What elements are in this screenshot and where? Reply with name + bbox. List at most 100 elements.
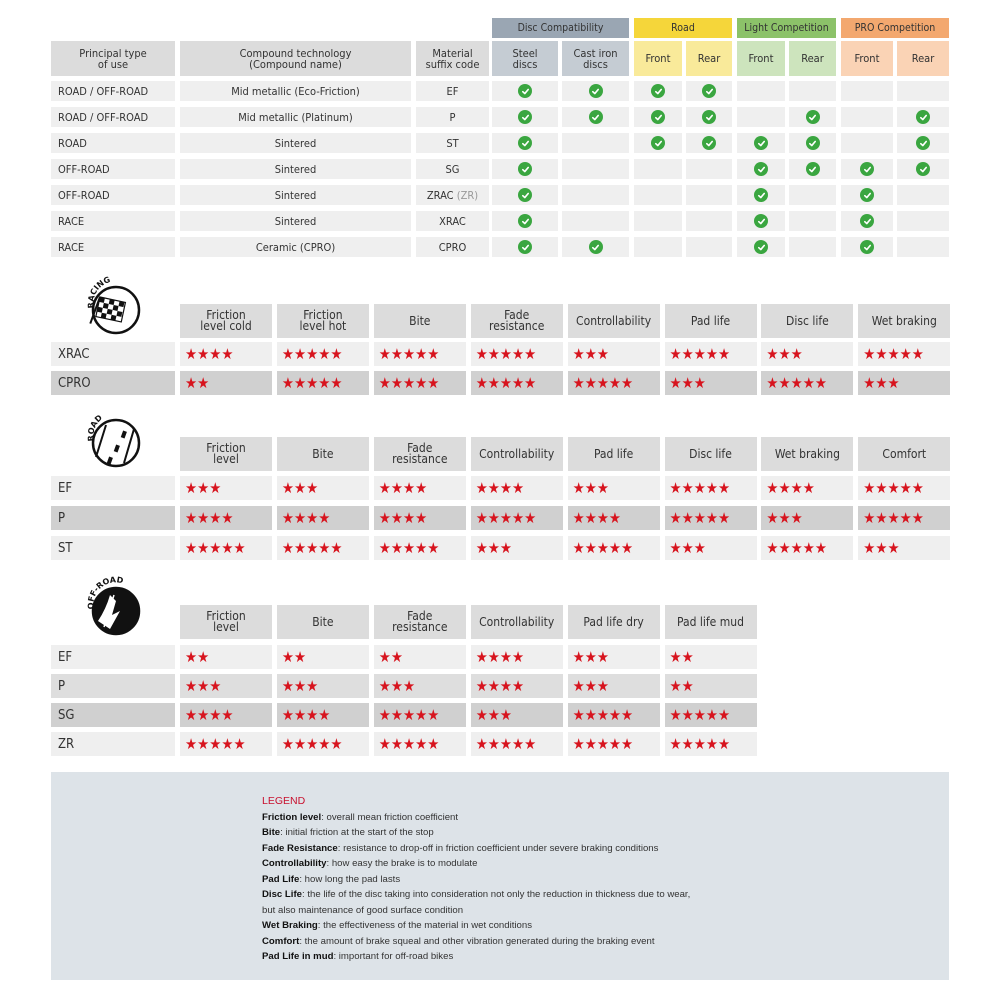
star-rating: ★ ★ ★ [567,476,660,500]
star-icon: ★ [524,508,537,527]
legend-description: but also maintenance of good surface con… [262,904,464,916]
star-rating: ★ ★ ★ [761,342,854,366]
compound-cell: Mid metallic (Eco-Friction) [180,81,411,101]
star-icon: ★ [512,734,525,753]
column-header: Principal type of use [51,41,175,76]
legend-item: Pad Life: how long the pad lasts [262,872,690,888]
check-icon [588,84,603,98]
star-rating: ★ ★ ★ ★ ★ [761,536,854,560]
star-icon: ★ [197,676,210,695]
star-rating: ★ ★ ★ ★ [180,506,272,530]
star-icon: ★ [863,373,876,392]
compat-cell [737,133,785,153]
star-icon: ★ [487,734,500,753]
rating-column-header: Controllability [470,605,563,639]
legend-description: : the life of the disc taking into consi… [302,889,691,900]
star-icon: ★ [693,373,706,392]
star-icon: ★ [294,734,307,753]
rating-column-header: Wet braking [761,437,854,471]
star-icon: ★ [621,373,634,392]
star-rating: ★ ★ [180,371,272,395]
column-header: Material suffix code [416,41,489,76]
star-icon: ★ [403,538,416,557]
column-header: Front [634,41,682,76]
check-icon [702,110,716,124]
cell-text: Principal type of use [79,46,147,71]
star-icon: ★ [281,647,294,666]
code-text: CPRO [438,240,467,254]
check-icon [916,162,930,176]
star-icon: ★ [294,478,307,497]
star-icon: ★ [403,508,416,527]
compat-cell [686,133,732,153]
group-header: PRO Competition [841,18,949,38]
star-icon: ★ [681,478,694,497]
compat-cell [789,185,836,205]
star-icon: ★ [705,478,718,497]
check-icon [702,84,716,98]
star-icon: ★ [584,538,597,557]
star-rating: ★ ★ ★ [180,476,272,500]
star-icon: ★ [390,734,404,753]
compat-cell [897,107,949,127]
star-icon: ★ [233,538,246,557]
star-icon: ★ [572,647,585,666]
star-icon: ★ [693,478,706,497]
star-icon: ★ [572,373,585,392]
star-icon: ★ [281,373,294,392]
star-icon: ★ [621,705,634,724]
compat-cell [841,107,893,127]
star-icon: ★ [318,705,331,724]
code-cell: SG [416,159,489,179]
star-rating: ★ ★ ★ ★ ★ [664,703,757,727]
rating-column-header: Fade resistance [373,437,466,471]
star-icon: ★ [390,676,404,695]
star-icon: ★ [378,478,391,497]
legend-term: Comfort [262,935,300,947]
star-icon: ★ [281,478,294,497]
star-icon: ★ [209,478,222,497]
star-icon: ★ [221,344,234,363]
star-rating: ★ ★ ★ ★ ★ [180,536,272,560]
star-icon: ★ [475,373,488,392]
rating-row-label: ST [51,536,175,560]
star-icon: ★ [911,478,924,497]
star-icon: ★ [415,705,428,724]
legend-item: Controllability: how easy the brake is t… [262,856,690,872]
star-icon: ★ [584,705,597,724]
compat-cell [492,133,558,153]
star-icon: ★ [209,538,222,557]
legend-term: Disc Life [262,889,302,900]
cell-text: Wet braking [774,446,840,461]
star-icon: ★ [596,478,609,497]
compat-cell [789,159,836,179]
star-rating: ★ ★ ★ ★ ★ [470,342,563,366]
star-rating: ★ ★ ★ ★ ★ [470,732,563,756]
cell-text: Rear [801,52,824,65]
cell-text: Controllability [479,446,555,461]
star-icon: ★ [415,508,428,527]
check-icon [702,136,716,150]
compat-cell [737,107,785,127]
column-header: Rear [686,41,732,76]
star-icon: ★ [427,538,440,557]
star-rating: ★ ★ ★ [664,371,757,395]
star-icon: ★ [378,538,391,557]
compat-cell [686,185,732,205]
star-rating: ★ ★ ★ [761,506,854,530]
star-icon: ★ [717,705,731,724]
star-icon: ★ [209,734,222,753]
legend-item: Pad Life in mud: important for off-road … [262,949,690,965]
check-icon [518,84,532,98]
rating-column-header: Disc life [761,304,854,338]
star-icon: ★ [330,538,343,557]
check-icon [805,110,820,124]
star-icon: ★ [403,478,416,497]
compat-cell [562,107,629,127]
check-icon [860,214,874,228]
star-icon: ★ [281,538,294,557]
star-icon: ★ [512,344,525,363]
star-icon: ★ [681,373,694,392]
star-rating: ★ ★ ★ [180,674,272,698]
star-icon: ★ [487,705,500,724]
